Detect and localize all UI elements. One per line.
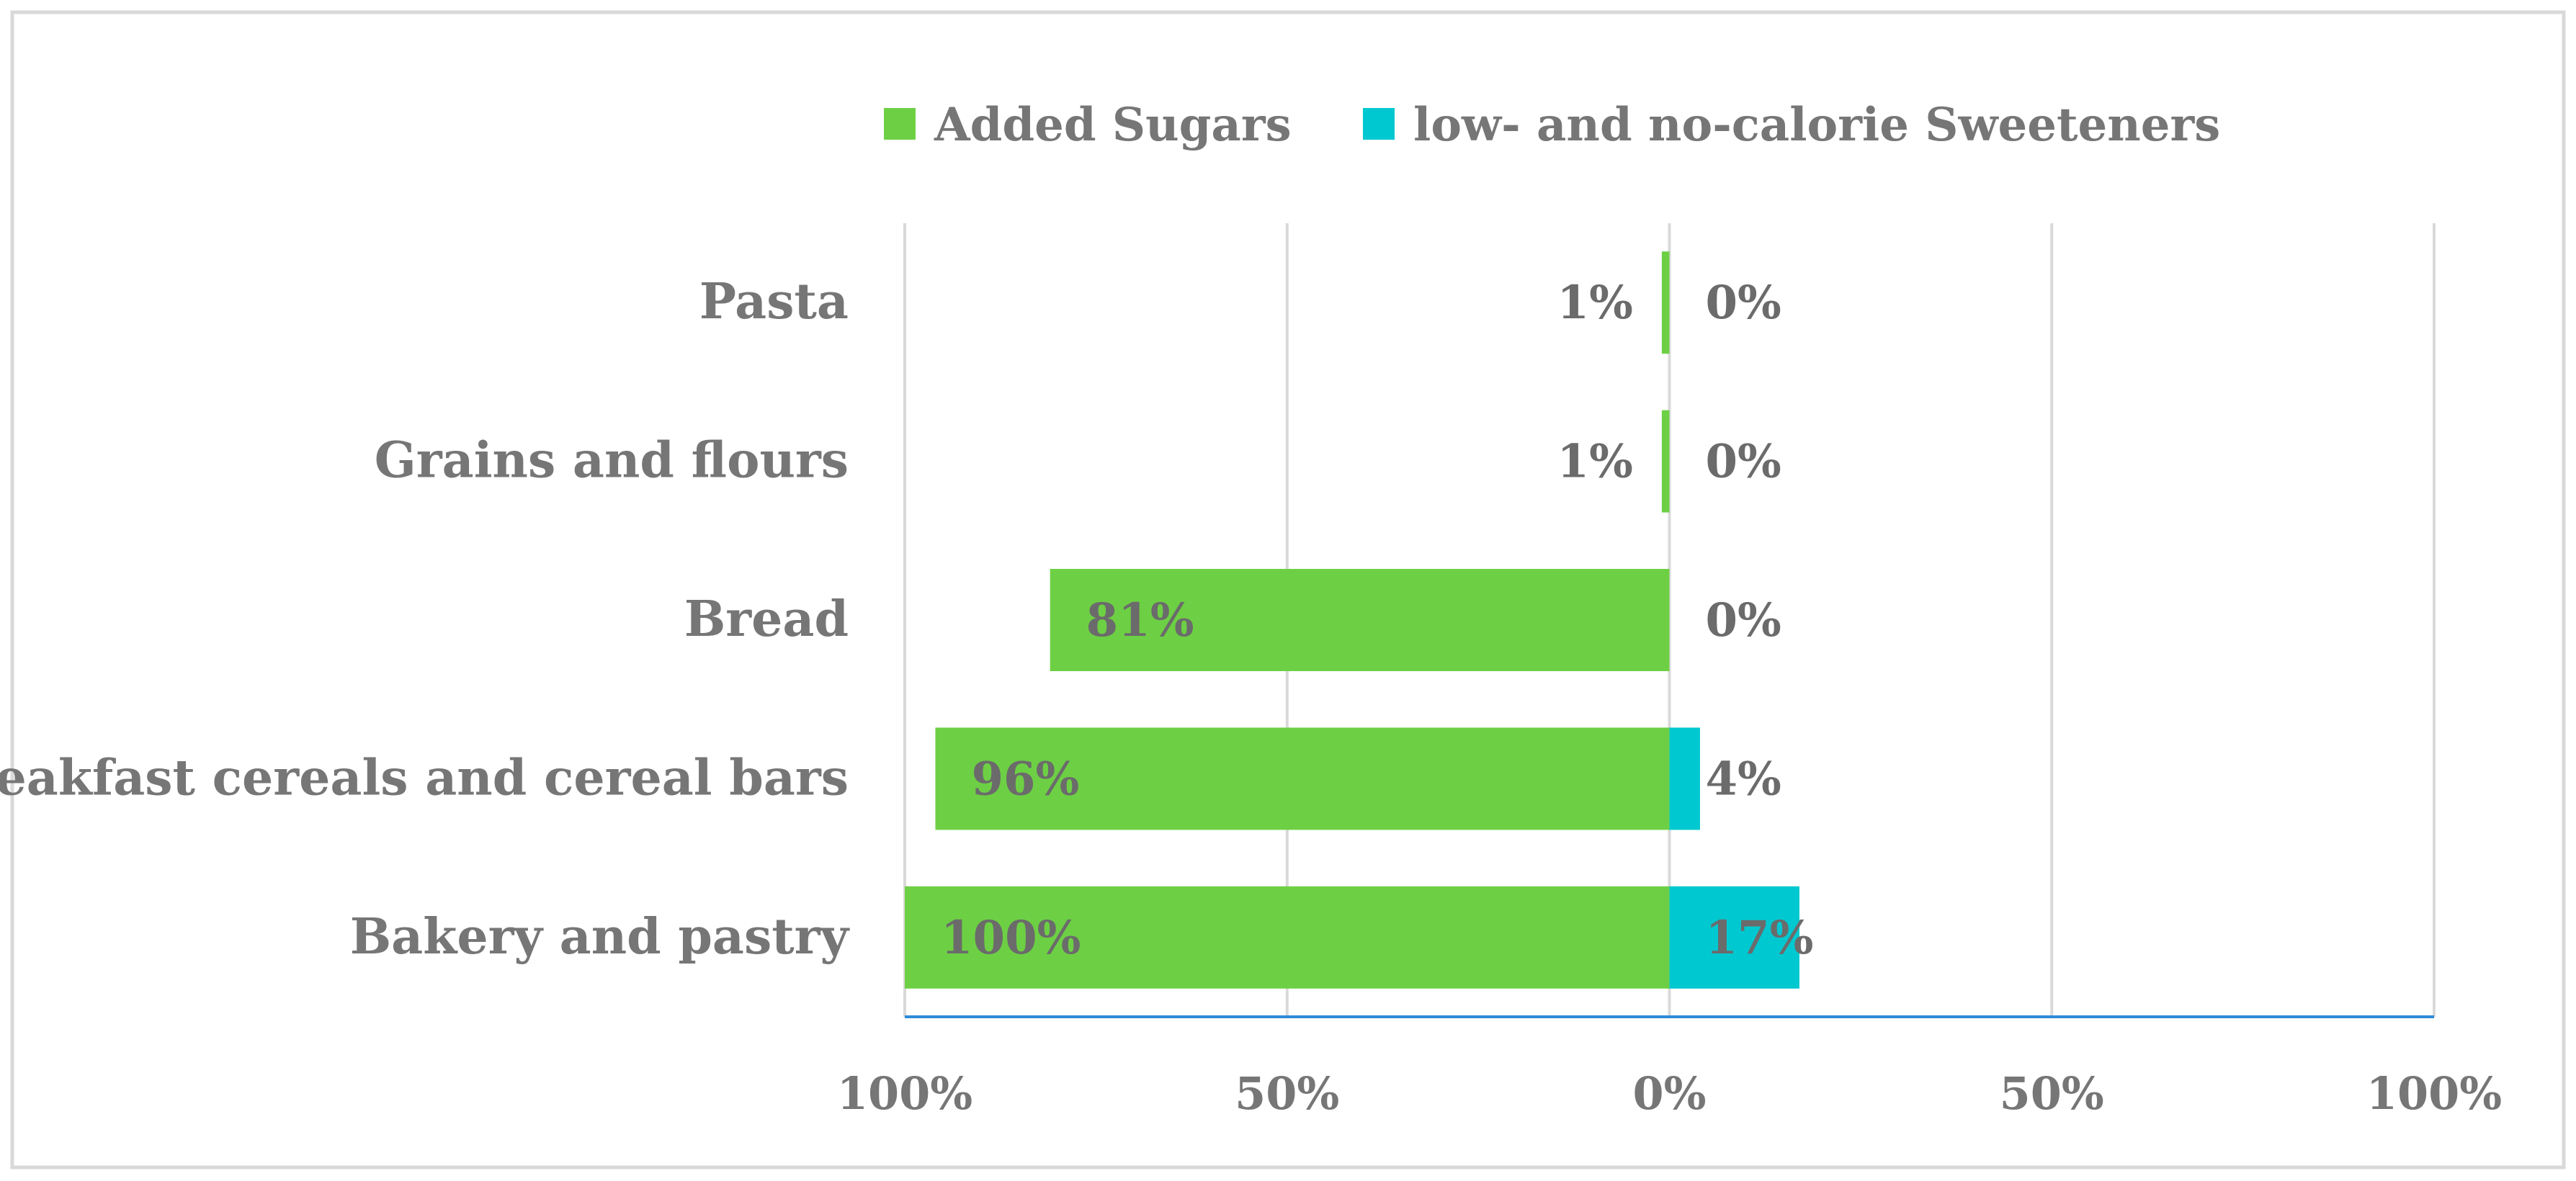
data-label-sweeteners: 0% [1706, 593, 1781, 647]
data-label-added-sugars: 1% [1557, 435, 1633, 489]
legend-swatch [1363, 108, 1395, 140]
bar-sweeteners [1669, 727, 1700, 830]
x-tick-label: 50% [1235, 1067, 1339, 1120]
data-label-added-sugars: 81% [1086, 593, 1194, 647]
legend-swatch [884, 108, 916, 140]
legend-label: Added Sugars [934, 98, 1292, 152]
bar-added-sugars [1050, 569, 1670, 671]
data-label-added-sugars: 1% [1557, 276, 1633, 330]
bar-added-sugars [905, 886, 1670, 989]
category-label: Bread [684, 590, 849, 648]
data-label-added-sugars: 96% [971, 752, 1079, 806]
legend-label: low- and no-calorie Sweeteners [1413, 98, 2220, 152]
category-label: Grains and flours [375, 432, 849, 490]
bars [905, 251, 1799, 989]
data-label-sweeteners: 17% [1706, 911, 1814, 965]
bar-added-sugars [935, 727, 1670, 830]
category-label: Pasta [699, 273, 849, 331]
data-label-sweeteners: 0% [1706, 435, 1781, 489]
x-tick-label: 100% [837, 1067, 972, 1120]
category-label: Breakfast cereals and cereal bars [0, 749, 849, 807]
bar-sweeteners [1669, 886, 1799, 989]
bar-added-sugars [1661, 251, 1670, 354]
x-tick-label: 0% [1632, 1067, 1706, 1120]
category-label: Bakery and pastry [350, 908, 851, 966]
bar-added-sugars [1661, 410, 1670, 513]
x-tick-label: 100% [2366, 1067, 2502, 1120]
data-label-sweeteners: 4% [1706, 752, 1781, 806]
x-tick-label: 50% [2000, 1067, 2104, 1120]
data-labels: 1% 0% 1% 0% 81% 0% 96% 4% 100% 17% [941, 276, 1813, 965]
x-tick-labels: 100% 50% 0% 50% 100% [837, 1067, 2502, 1120]
data-label-added-sugars: 100% [941, 911, 1081, 965]
legend: Added Sugars low- and no-calorie Sweetene… [884, 98, 2220, 152]
data-label-sweeteners: 0% [1706, 276, 1781, 330]
category-labels: Pasta Grains and flours Bread Breakfast cer… [0, 273, 850, 966]
